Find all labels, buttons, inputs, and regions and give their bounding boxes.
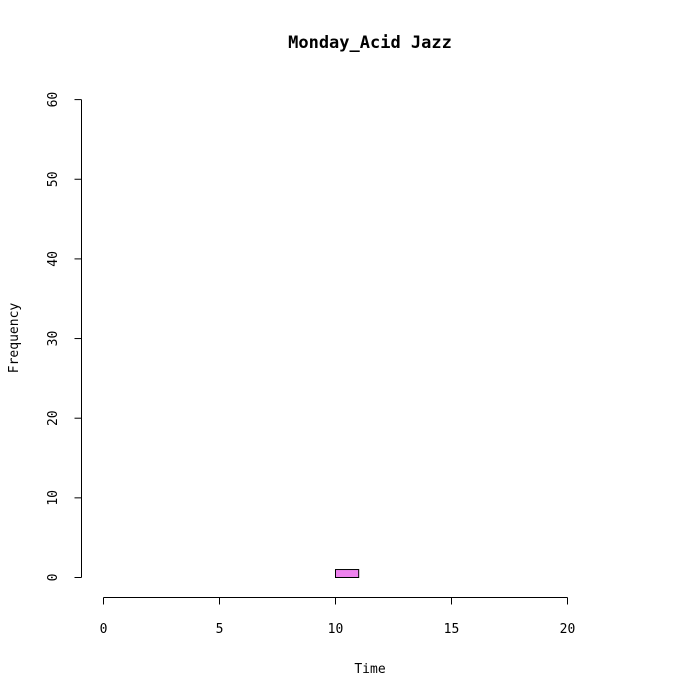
x-tick-label: 5: [216, 622, 224, 637]
y-tick-label: 20: [46, 410, 61, 426]
x-axis: 0 5 10 15 20: [100, 597, 576, 637]
chart-title: Monday_Acid Jazz: [288, 33, 452, 53]
histogram-bar: [335, 569, 360, 578]
y-tick-label: 60: [46, 92, 61, 108]
x-tick-label: 20: [560, 622, 576, 637]
x-tick-label: 0: [100, 622, 108, 637]
y-axis: 0 10 20 30 40 50 60: [46, 92, 82, 582]
x-tick-label: 10: [328, 622, 344, 637]
x-tick-label: 15: [444, 622, 460, 637]
y-tick-label: 50: [46, 171, 61, 187]
y-tick-label: 10: [46, 490, 61, 506]
y-tick-label: 40: [46, 251, 61, 267]
x-axis-label: Time: [354, 662, 385, 677]
bars-group: [335, 569, 360, 578]
y-tick-label: 30: [46, 331, 61, 347]
y-axis-label: Frequency: [7, 303, 22, 374]
y-tick-label: 0: [46, 574, 61, 582]
